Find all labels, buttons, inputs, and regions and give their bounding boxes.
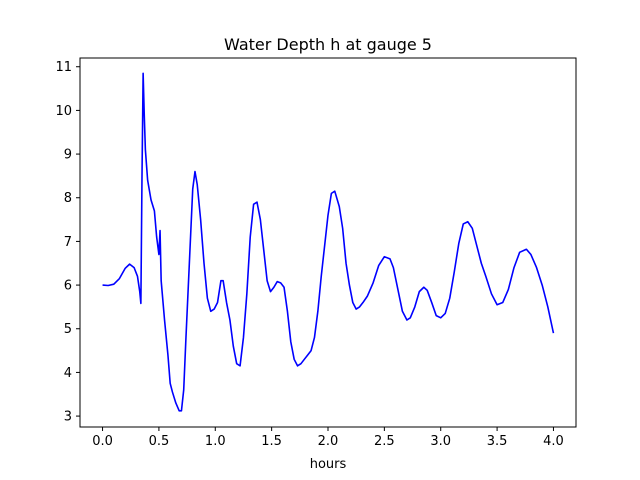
y-tick-label: 11 [55,60,72,75]
y-tick-label: 8 [64,191,72,206]
x-tick-label: 4.0 [543,434,564,449]
axis-ticks: 0.0 0.5 1.0 1.5 2.0 2.5 3.0 3.5 4.0 3 4 5 6 7 8 9 10 11 [55,60,563,449]
x-tick-label: 0.0 [92,434,113,449]
y-tick-label: 3 [64,410,72,425]
y-tick-label: 4 [64,366,72,381]
series-line-0 [102,72,555,412]
plot-area [79,57,577,428]
x-tick-label: 2.5 [374,434,395,449]
chart-title: Water Depth h at gauge 5 [224,35,432,54]
x-tick-label: 2.0 [318,434,339,449]
x-tick-label: 1.0 [205,434,226,449]
x-tick-label: 1.5 [261,434,282,449]
x-tick-label: 0.5 [149,434,170,449]
y-tick-label: 5 [64,322,72,337]
plot-frame [79,57,577,428]
x-axis-title: hours [310,457,347,472]
y-tick-label: 9 [64,148,72,163]
y-tick-label: 7 [64,235,72,250]
x-tick-label: 3.5 [487,434,508,449]
y-tick-label: 10 [55,104,72,119]
y-tick-label: 6 [64,279,72,294]
x-tick-label: 3.0 [430,434,451,449]
